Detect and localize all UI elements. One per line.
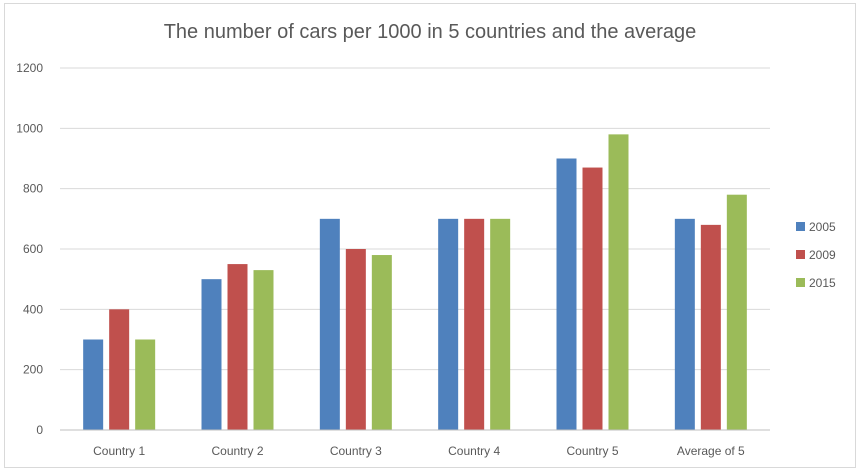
bar xyxy=(556,158,577,430)
bar xyxy=(109,309,130,430)
bar xyxy=(227,264,248,430)
gridlines xyxy=(60,67,770,371)
bar xyxy=(253,270,274,430)
y-tick-label: 800 xyxy=(23,182,43,196)
bar xyxy=(582,167,603,431)
x-tick-label: Country 3 xyxy=(330,444,382,458)
x-tick-label: Country 1 xyxy=(93,444,145,458)
x-tick-label: Average of 5 xyxy=(677,444,745,458)
bar xyxy=(438,218,459,430)
x-tick-label: Country 5 xyxy=(566,444,618,458)
bar xyxy=(674,218,695,430)
chart-title: The number of cars per 1000 in 5 countri… xyxy=(164,21,697,43)
legend-swatch xyxy=(796,278,805,287)
x-axis-ticks: Country 1 Country 2 Country 3 Country 4 Coun… xyxy=(93,444,745,458)
bar xyxy=(464,218,485,430)
legend-label: 2015 xyxy=(809,276,836,290)
bar xyxy=(726,194,747,430)
y-tick-label: 0 xyxy=(36,423,43,437)
bar xyxy=(201,279,222,430)
legend-swatch xyxy=(796,222,805,231)
y-tick-label: 200 xyxy=(23,363,43,377)
bar xyxy=(345,249,366,430)
legend: 2005 2009 2015 xyxy=(796,220,836,290)
bar xyxy=(608,134,629,430)
bar xyxy=(490,218,511,430)
y-tick-label: 600 xyxy=(23,242,43,256)
y-tick-label: 1200 xyxy=(16,61,43,75)
y-tick-label: 400 xyxy=(23,302,43,316)
bar xyxy=(83,339,104,430)
legend-swatch xyxy=(796,250,805,259)
x-tick-label: Country 4 xyxy=(448,444,500,458)
x-tick-label: Country 2 xyxy=(211,444,263,458)
y-tick-label: 1000 xyxy=(16,121,43,135)
y-axis-ticks: 0 200 400 600 800 1000 1200 xyxy=(16,61,43,437)
bars xyxy=(83,134,747,431)
bar xyxy=(319,218,340,430)
bar xyxy=(371,255,392,430)
legend-label: 2009 xyxy=(809,248,836,262)
bar xyxy=(700,224,721,430)
legend-label: 2005 xyxy=(809,220,836,234)
bar xyxy=(135,339,156,430)
